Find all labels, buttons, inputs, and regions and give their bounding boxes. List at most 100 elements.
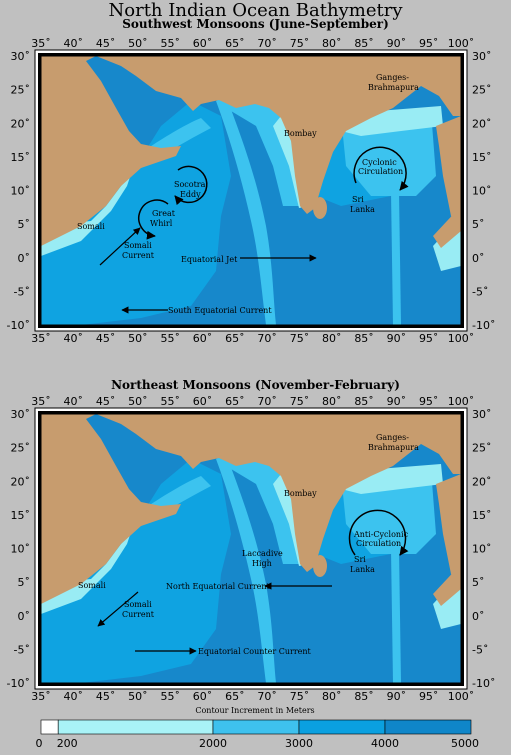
top-lon-tick-top: 80˚	[322, 37, 342, 50]
top-map-subtitle: Southwest Monsoons (June-September)	[122, 17, 389, 31]
bottom-somali-current-2: Current	[122, 610, 155, 619]
top-lat-tick-right: 20˚	[472, 117, 492, 130]
bottom-lon-tick-bottom: 70˚	[257, 690, 277, 703]
top-lon-tick-top: 100˚	[448, 37, 475, 50]
bottom-lon-tick-bottom: 90˚	[387, 690, 407, 703]
top-somali-current-2: Current	[122, 251, 155, 260]
legend-label: 3000	[285, 737, 313, 750]
bottom-lat-tick-left: -5˚	[14, 643, 30, 656]
top-great-label: Great	[152, 209, 176, 218]
bottom-lat-tick-left: 15˚	[11, 509, 31, 522]
top-lon-tick-top: 55˚	[160, 37, 180, 50]
top-lon-tick-bottom: 65˚	[225, 332, 245, 345]
top-lat-tick-right: 0˚	[472, 252, 485, 265]
top-lon-tick-bottom: 50˚	[128, 332, 148, 345]
bottom-lat-tick-right: 25˚	[472, 442, 492, 455]
top-bombay-label: Bombay	[284, 129, 317, 138]
top-lat-tick-left: -10˚	[7, 319, 30, 332]
top-lon-tick-top: 35˚	[31, 37, 51, 50]
top-lon-tick-bottom: 45˚	[96, 332, 116, 345]
bottom-anticyclonic-label: Anti-Cyclonic	[353, 530, 409, 539]
top-lon-tick-top: 60˚	[193, 37, 213, 50]
bottom-lon-tick-bottom: 40˚	[64, 690, 84, 703]
top-lon-tick-top: 90˚	[387, 37, 407, 50]
bottom-lon-tick-bottom: 95˚	[419, 690, 439, 703]
bottom-high-label: High	[252, 559, 272, 568]
top-lat-tick-left: 30˚	[11, 50, 31, 63]
legend-band	[212, 719, 300, 735]
bottom-lon-tick-top: 60˚	[193, 395, 213, 408]
legend-label: 0	[36, 737, 43, 750]
top-lon-tick-top: 85˚	[354, 37, 374, 50]
top-lat-tick-left: 0˚	[18, 252, 31, 265]
top-lon-tick-bottom: 75˚	[290, 332, 310, 345]
bottom-lon-tick-top: 35˚	[31, 395, 51, 408]
bottom-lon-tick-bottom: 45˚	[96, 690, 116, 703]
bottom-ganges-label: Ganges-	[376, 433, 409, 442]
anticyclonic-arrow	[348, 509, 409, 556]
legend-label: 4000	[371, 737, 399, 750]
top-lon-tick-top: 75˚	[290, 37, 310, 50]
top-lat-tick-left: 25˚	[11, 84, 31, 97]
top-socotra-label: Socotra	[174, 180, 206, 189]
top-lon-tick-bottom: 35˚	[31, 332, 51, 345]
top-sri-label: Sri	[352, 195, 364, 204]
top-lon-tick-top: 70˚	[257, 37, 277, 50]
somali-current-arrow	[99, 227, 141, 266]
bottom-somali-label: Somali	[78, 581, 106, 590]
top-lon-tick-top: 40˚	[64, 37, 84, 50]
top-equatorial-jet-label: Equatorial Jet	[181, 255, 238, 264]
bottom-lat-tick-right: 20˚	[472, 475, 492, 488]
bottom-lon-tick-top: 75˚	[290, 395, 310, 408]
top-lat-tick-left: -5˚	[14, 285, 30, 298]
bottom-equatorial-counter-label: Equatorial Counter Current	[198, 647, 312, 656]
top-lon-tick-bottom: 55˚	[160, 332, 180, 345]
bottom-lon-tick-top: 70˚	[257, 395, 277, 408]
bottom-somali-current-1: Somali	[124, 600, 152, 609]
bottom-lon-tick-top: 90˚	[387, 395, 407, 408]
socotra-eddy-arrow	[174, 165, 208, 206]
bottom-lat-tick-right: 0˚	[472, 610, 485, 623]
bottom-lon-tick-bottom: 65˚	[225, 690, 245, 703]
top-lon-tick-bottom: 95˚	[419, 332, 439, 345]
top-lat-tick-left: 5˚	[18, 218, 31, 231]
bottom-lat-tick-left: 10˚	[11, 543, 31, 556]
top-lat-tick-left: 15˚	[11, 151, 31, 164]
top-circulation-label: Circulation	[358, 167, 403, 176]
top-lat-tick-right: 25˚	[472, 84, 492, 97]
top-lanka-label: Lanka	[350, 205, 375, 214]
bottom-lon-tick-top: 80˚	[322, 395, 342, 408]
bottom-lon-tick-bottom: 55˚	[160, 690, 180, 703]
bottom-lon-tick-bottom: 80˚	[322, 690, 342, 703]
top-south-equatorial-label: South Equatorial Current	[168, 306, 272, 315]
bottom-lon-tick-top: 40˚	[64, 395, 84, 408]
top-brahmapura-label: Brahmapura	[368, 83, 419, 92]
top-whirl-label: Whirl	[150, 219, 173, 228]
depth-legend	[40, 719, 472, 735]
top-lon-tick-bottom: 70˚	[257, 332, 277, 345]
top-lon-tick-top: 65˚	[225, 37, 245, 50]
bottom-lanka-label: Lanka	[350, 565, 375, 574]
bottom-lat-tick-right: 5˚	[472, 576, 485, 589]
top-lat-tick-right: 10˚	[472, 185, 492, 198]
bottom-lon-tick-bottom: 75˚	[290, 690, 310, 703]
top-lon-tick-bottom: 85˚	[354, 332, 374, 345]
top-lon-tick-bottom: 90˚	[387, 332, 407, 345]
legend-caption: Contour Increment in Meters	[195, 706, 314, 715]
legend-band	[298, 719, 386, 735]
bottom-map-subtitle: Northeast Monsoons (November-February)	[111, 378, 400, 392]
top-lon-tick-bottom: 80˚	[322, 332, 342, 345]
top-map	[34, 49, 468, 332]
bottom-lon-tick-top: 65˚	[225, 395, 245, 408]
top-lat-tick-right: -10˚	[472, 319, 495, 332]
bottom-lat-tick-left: 30˚	[11, 408, 31, 421]
top-lon-tick-top: 95˚	[419, 37, 439, 50]
top-eddy-label: Eddy	[180, 190, 201, 199]
bottom-lon-tick-bottom: 35˚	[31, 690, 51, 703]
top-lat-tick-right: 5˚	[472, 218, 485, 231]
bottom-lat-tick-left: 20˚	[11, 475, 31, 488]
top-somali-current-1: Somali	[124, 241, 152, 250]
bottom-map	[34, 407, 468, 690]
bottom-lon-tick-top: 100˚	[448, 395, 475, 408]
legend-band	[40, 719, 59, 735]
